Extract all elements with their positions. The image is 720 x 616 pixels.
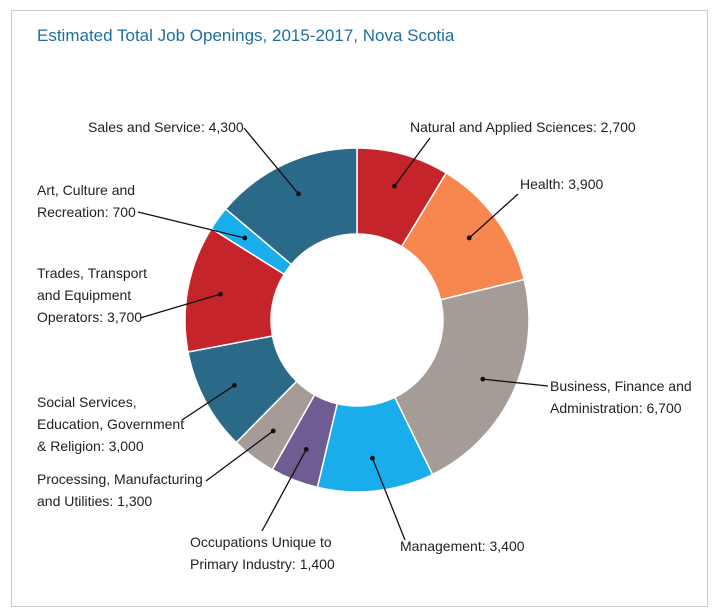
leader-line-9 bbox=[243, 127, 300, 195]
leader-line-7 bbox=[139, 293, 221, 319]
leader-dot-4 bbox=[303, 447, 309, 452]
slice-label-8: Art, Culture and Recreation: 700 bbox=[37, 179, 136, 223]
leader-line-2 bbox=[482, 378, 549, 387]
leader-line-6 bbox=[181, 384, 235, 421]
slice-label-line: Education, Government bbox=[37, 416, 185, 432]
slice-label-9: Sales and Service: 4,300 bbox=[88, 116, 244, 138]
leader-dot-9 bbox=[296, 191, 301, 197]
slice-label-line: Natural and Applied Sciences: 2,700 bbox=[410, 119, 636, 135]
slice-label-line: Management: 3,400 bbox=[400, 538, 525, 554]
chart-frame bbox=[11, 10, 708, 607]
slice-label-line: Administration: 6,700 bbox=[550, 400, 682, 416]
slice-label-line: Recreation: 700 bbox=[37, 204, 136, 220]
slice-2 bbox=[393, 278, 530, 476]
leader-dot-2 bbox=[480, 376, 486, 382]
slice-label-7: Trades, Transport and Equipment Operators:… bbox=[37, 262, 147, 328]
leader-dot-6 bbox=[231, 383, 237, 388]
slice-label-6: Social Services, Education, Government & R… bbox=[37, 391, 184, 457]
slice-label-line: and Equipment bbox=[37, 287, 132, 303]
leader-dot-1 bbox=[466, 235, 472, 241]
leader-line-5 bbox=[205, 430, 274, 482]
slice-label-3: Management: 3,400 bbox=[400, 535, 525, 557]
leader-dot-3 bbox=[370, 455, 375, 461]
slice-label-2: Business, Finance and Administration: 6,7… bbox=[550, 375, 692, 419]
slice-label-line: Processing, Manufacturing bbox=[37, 471, 203, 487]
slice-label-line: Operators: 3,700 bbox=[37, 309, 143, 325]
slice-label-1: Health: 3,900 bbox=[520, 173, 603, 195]
slice-label-line: Occupations Unique to bbox=[190, 534, 332, 550]
leader-line-3 bbox=[371, 457, 406, 541]
slice-label-4: Occupations Unique to Primary Industry: 1… bbox=[190, 531, 335, 575]
slice-label-line: Art, Culture and bbox=[37, 182, 136, 198]
leader-line-1 bbox=[468, 193, 519, 239]
slice-9 bbox=[224, 147, 358, 266]
leader-line-8 bbox=[137, 211, 245, 239]
slice-label-line: Social Services, bbox=[37, 394, 137, 410]
slice-label-5: Processing, Manufacturing and Utilities: … bbox=[37, 468, 203, 512]
slice-label-0: Natural and Applied Sciences: 2,700 bbox=[410, 116, 636, 138]
leader-line-0 bbox=[393, 137, 431, 187]
slice-label-line: and Utilities: 1,300 bbox=[37, 493, 153, 509]
leader-dot-5 bbox=[270, 428, 276, 434]
slice-label-line: Sales and Service: 4,300 bbox=[88, 119, 244, 135]
slice-label-line: Health: 3,900 bbox=[520, 176, 604, 192]
slice-label-line: & Religion: 3,000 bbox=[37, 438, 144, 454]
leader-dot-0 bbox=[392, 183, 397, 189]
slice-label-line: Primary Industry: 1,400 bbox=[190, 556, 335, 572]
chart-title: Estimated Total Job Openings, 2015-2017,… bbox=[37, 26, 455, 45]
leader-line-4 bbox=[261, 449, 307, 532]
leader-dot-8 bbox=[242, 235, 248, 241]
leader-dot-7 bbox=[218, 291, 223, 297]
slice-label-line: Business, Finance and bbox=[550, 378, 692, 394]
slice-label-line: Trades, Transport bbox=[37, 265, 147, 281]
